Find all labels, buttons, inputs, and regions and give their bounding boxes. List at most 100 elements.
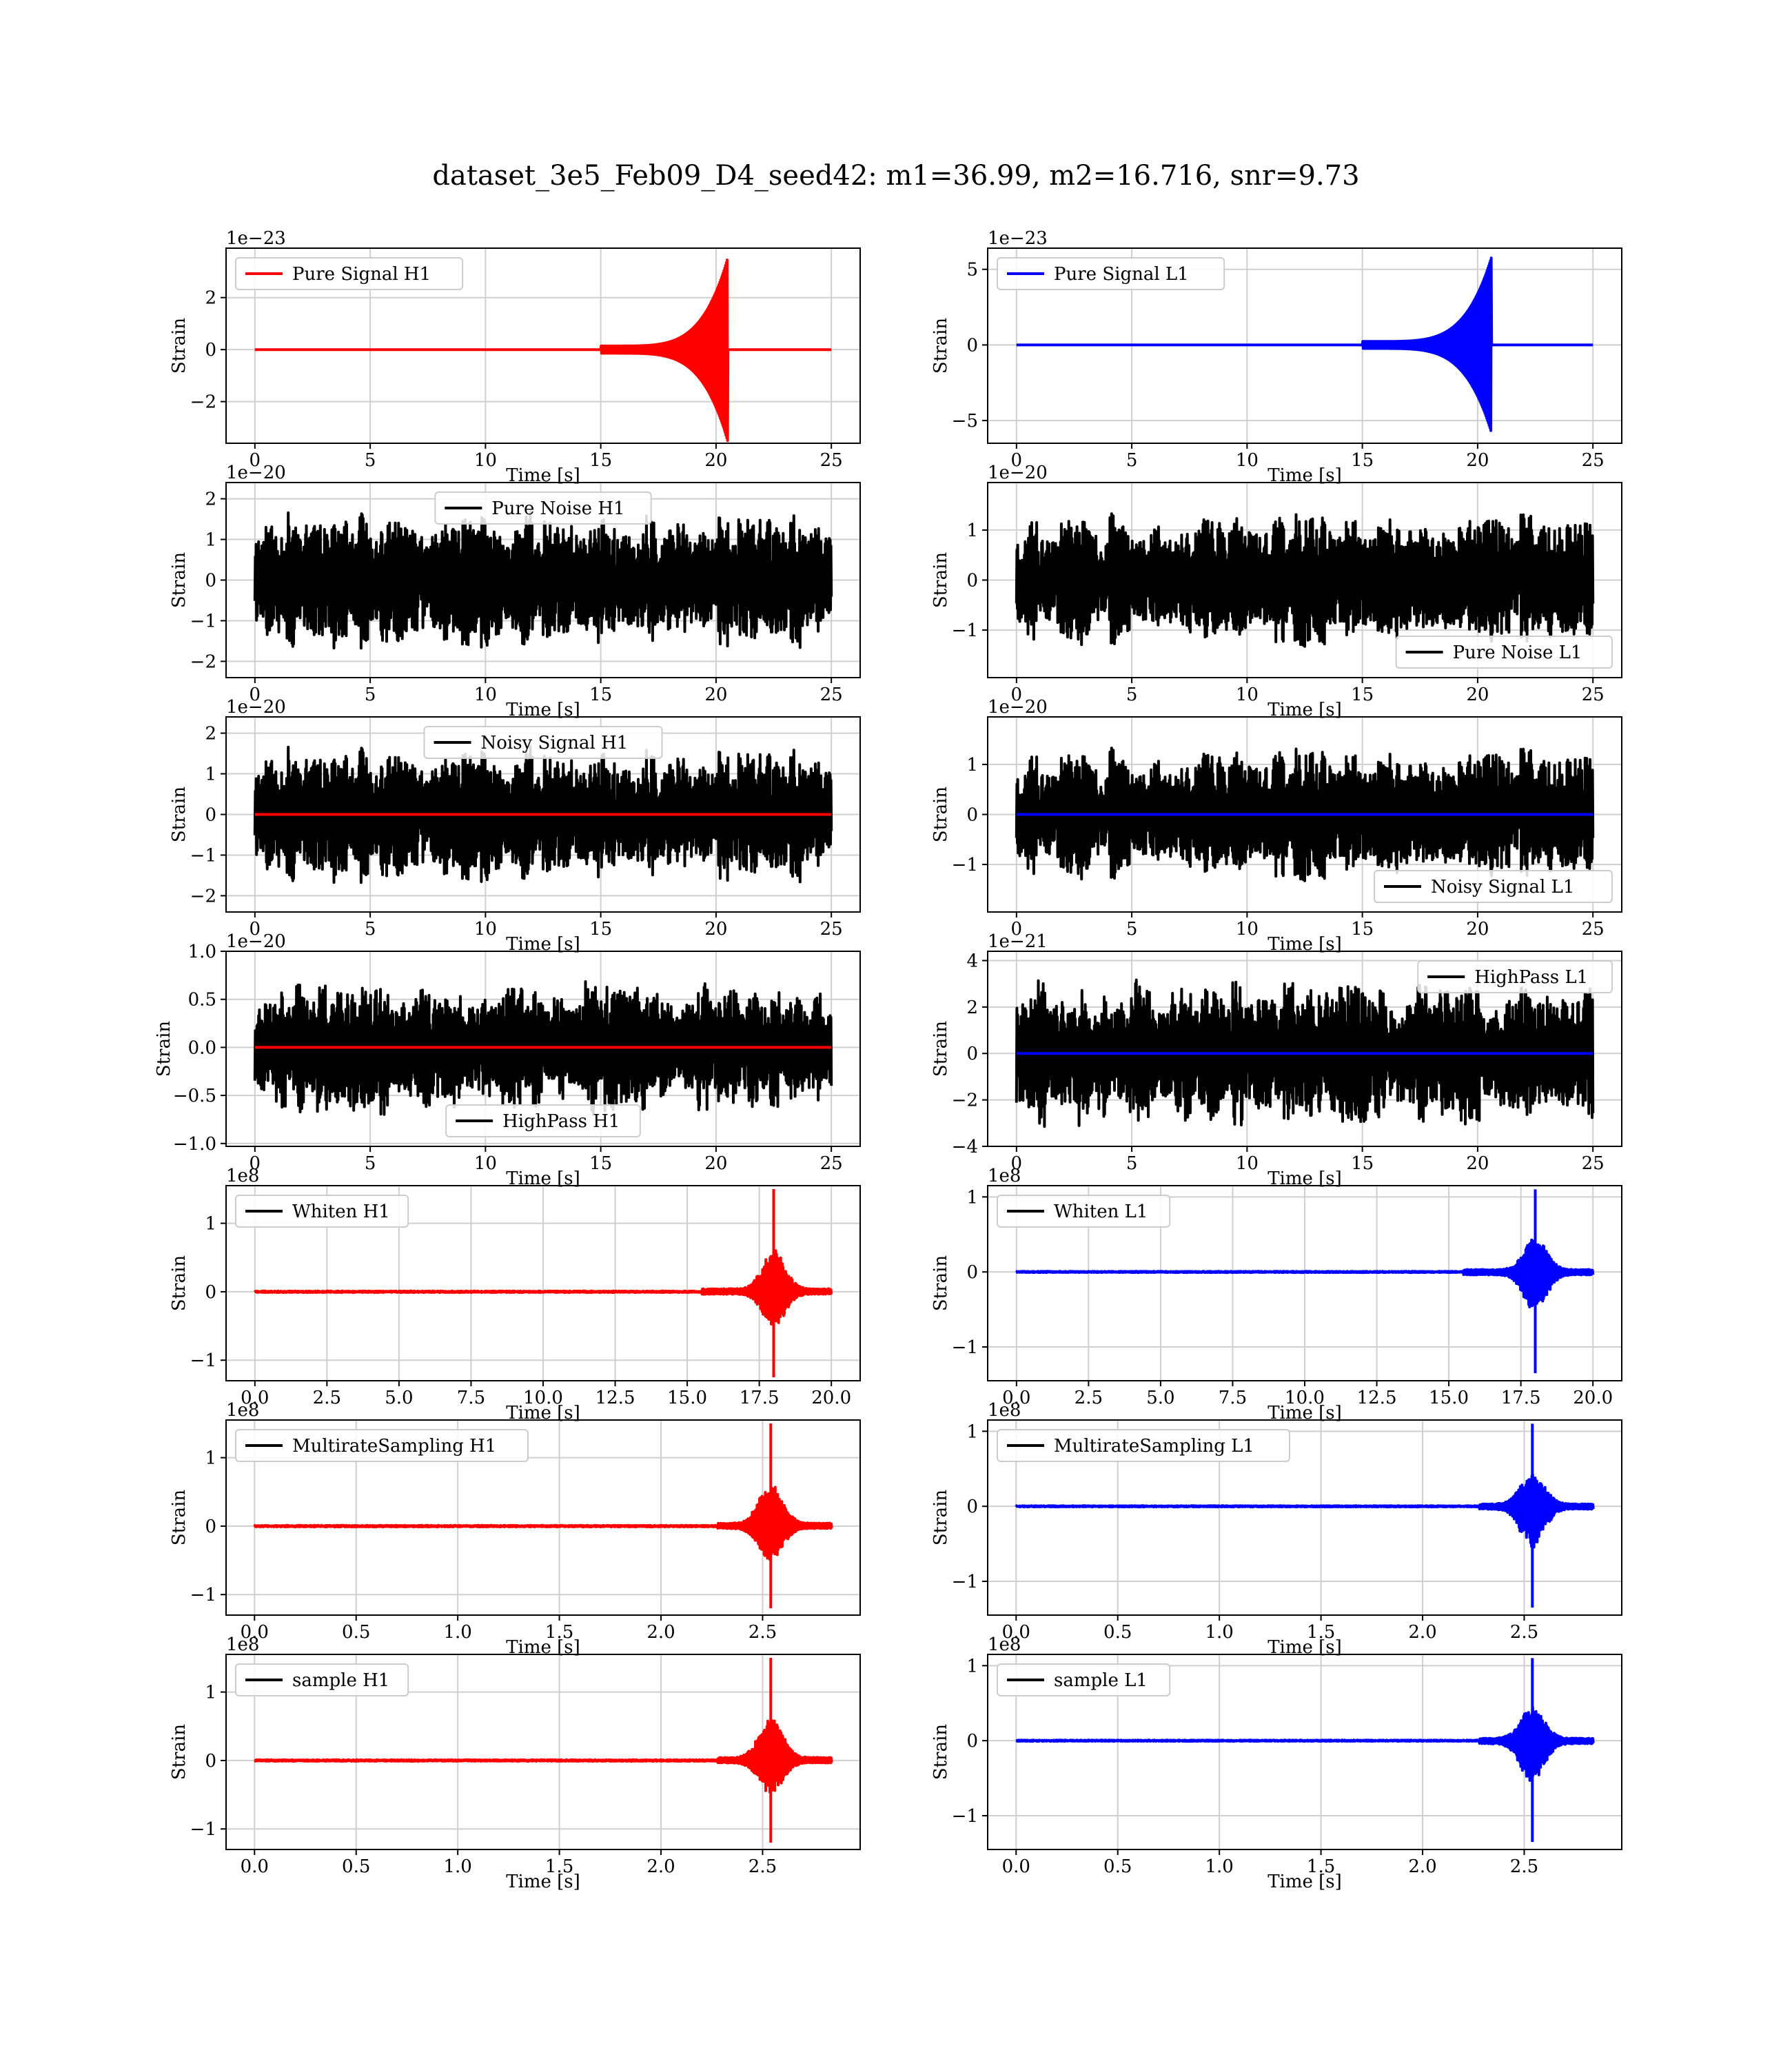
y-tick-label: 1 [966,1656,978,1676]
x-tick-label: 0.5 [1103,1622,1132,1643]
series-group [1015,256,1594,432]
x-tick-label: 10 [1236,685,1259,705]
y-tick-label: 1.0 [188,942,216,962]
x-tick-label: 15 [1351,685,1374,705]
series-line-noise [1015,747,1595,882]
y-tick-label: 0 [205,340,216,361]
y-axis-label: Strain [930,787,951,843]
y-axis-label: Strain [169,318,190,374]
legend: MultirateSampling H1 [235,1429,529,1462]
x-tick-label: 25 [1582,1153,1605,1174]
y-tick-label: 0 [205,1282,216,1303]
x-tick-label: 7.5 [1219,1388,1247,1408]
legend-box [235,1663,409,1696]
legend-label: Pure Signal H1 [292,264,431,285]
y-tick-label: −1 [952,620,978,641]
series-group [253,744,833,884]
y-axis-label: Strain [930,1021,951,1077]
y-axis-label: Strain [930,552,951,609]
y-tick-label: 0 [205,805,216,826]
axis-offset-exponent: 1e−23 [988,228,1048,249]
axes-frame [225,482,861,678]
x-tick-label: 20 [1466,450,1489,471]
x-tick-label: 0.5 [1103,1856,1132,1877]
series-line-burst [1015,1423,1595,1608]
y-tick-label: 2 [205,288,216,309]
legend-label: Pure Noise H1 [491,498,624,519]
y-tick-label: 1 [966,1421,978,1442]
axes-frame [987,951,1622,1147]
x-tick-label: 12.5 [1357,1388,1397,1408]
y-tick-label: 0 [966,1497,978,1517]
y-axis-label: Strain [169,787,190,843]
y-axis-label: Strain [930,1490,951,1546]
subplot-p9: 0.0 2.5 5.0 7.5 10.0 12.5 15.0 17.5 20.0−101Time… [930,1166,1622,1423]
y-axis-label: Strain [169,552,190,609]
x-tick-label: 10 [1236,1153,1259,1174]
y-axis-label: Strain [930,318,951,374]
x-tick-label: 1.0 [443,1622,471,1643]
series-line-burst [1015,1189,1595,1374]
x-tick-label: 15 [1351,919,1374,940]
x-tick-label: 20 [704,1153,727,1174]
legend-box [1395,636,1613,669]
figure-title: dataset_3e5_Feb09_D4_seed42: m1=36.99, m… [432,160,1359,192]
legend-label: Noisy Signal H1 [481,733,629,753]
x-tick-label: 20.0 [811,1388,851,1408]
y-axis-label: Strain [930,1255,951,1312]
series-line-noise [253,744,833,884]
legend-box [997,1429,1290,1462]
axes-frame [987,247,1622,444]
axis-offset-exponent: 1e8 [988,1634,1021,1655]
y-tick-label: −1 [952,1337,978,1358]
series-group [1015,1189,1595,1374]
x-tick-label: 5 [1126,450,1138,471]
y-tick-label: −1 [190,1819,216,1840]
legend-box [1417,960,1613,993]
legend: Whiten L1 [997,1195,1171,1228]
x-tick-label: 5.0 [1146,1388,1174,1408]
x-tick-label: 0.0 [1002,1856,1030,1877]
y-tick-label: −0.5 [173,1086,216,1106]
y-tick-label: 1 [205,1214,216,1235]
x-tick-label: 2.5 [1510,1856,1538,1877]
legend-label: HighPass L1 [1474,967,1588,988]
legend: sample H1 [235,1663,409,1696]
legend-box [997,1195,1171,1228]
axes-frame [225,1185,861,1381]
axes-frame [225,247,861,444]
y-tick-label: 2 [205,724,216,744]
x-tick-label: 5 [1126,685,1138,705]
x-axis-label: Time [s] [506,1872,580,1892]
legend-box [434,491,652,525]
y-tick-label: 1 [205,1448,216,1469]
series-line-chirp [254,258,833,443]
series-group [253,510,833,650]
x-tick-label: 1.5 [545,1856,573,1877]
legend-box [445,1104,641,1137]
legend: Pure Signal L1 [997,257,1225,290]
y-tick-label: 1 [205,764,216,785]
x-tick-label: 15 [589,1153,612,1174]
y-tick-label: −2 [190,651,216,672]
x-tick-label: 0.5 [342,1856,370,1877]
y-tick-label: 0 [966,805,978,826]
x-tick-label: 0 [1011,685,1023,705]
legend-box [997,1663,1171,1696]
legend-label: Noisy Signal L1 [1431,877,1574,898]
series-line-burst [253,1658,833,1843]
x-tick-label: 15.0 [667,1388,707,1408]
legend: Pure Noise L1 [1395,636,1613,669]
x-tick-label: 1.5 [545,1622,573,1643]
x-tick-label: 25 [1582,685,1605,705]
x-tick-label: 0 [250,685,261,705]
x-tick-label: 10 [474,450,497,471]
x-tick-label: 5 [365,450,376,471]
y-tick-label: −1 [952,1806,978,1827]
y-tick-label: 1 [966,1187,978,1208]
y-tick-label: 1 [205,1683,216,1703]
